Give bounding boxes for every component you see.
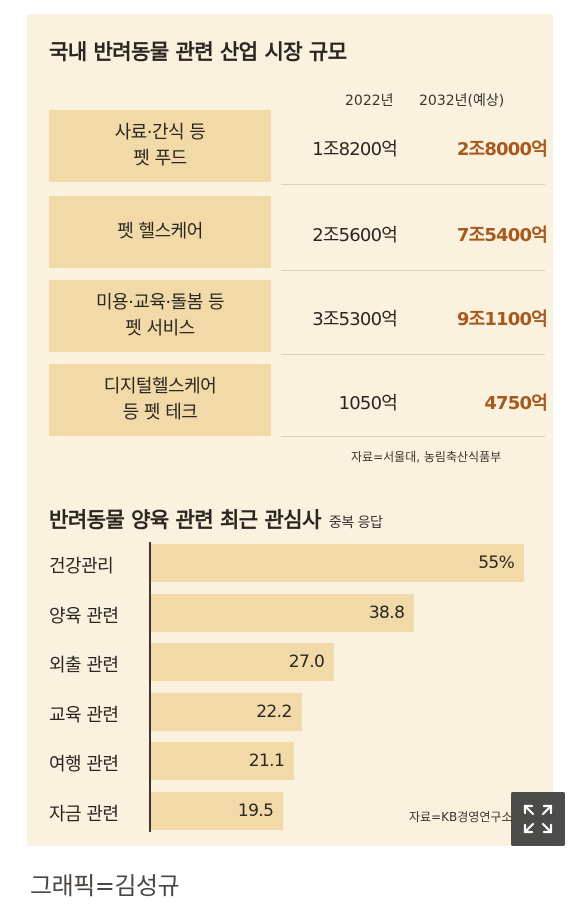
chart-axis-line [149, 542, 151, 832]
expand-button[interactable] [511, 792, 565, 846]
bar [151, 742, 295, 780]
bar [151, 643, 335, 681]
row-divider [281, 354, 545, 355]
bar-category-label: 외출 관련 [49, 655, 119, 676]
row-label-pet-service: 미용·교육·돌봄 등 펫 서비스 [49, 280, 271, 352]
row-label-pet-tech: 디지털헬스케어 등 펫 테크 [49, 364, 271, 436]
column-header-2022: 2022년 [345, 93, 394, 109]
bar-value-label: 27.0 [288, 652, 325, 672]
row-divider [281, 184, 545, 185]
row-label-pet-healthcare: 펫 헬스케어 [49, 196, 271, 268]
bar [151, 791, 284, 830]
bar [151, 593, 415, 632]
graphic-credit: 그래픽=김성규 [30, 872, 180, 900]
bar-value-label: 55% [478, 553, 515, 573]
bar-category-label: 양육 관련 [49, 605, 119, 627]
value-2032-pet-food: 2조8000억 [456, 139, 548, 160]
bar-value-label: 21.1 [248, 751, 285, 771]
bar [151, 692, 302, 731]
value-2032-pet-tech: 4750억 [484, 393, 547, 414]
value-2022-pet-tech: 1050억 [338, 393, 398, 414]
bar-value-label: 22.2 [256, 701, 292, 722]
bar-value-label: 19.5 [237, 800, 274, 821]
bar-category-label: 자금 관련 [49, 803, 119, 825]
value-2022-pet-service: 3조5300억 [312, 309, 398, 330]
bar-category-label: 여행 관련 [49, 754, 119, 775]
value-2022-pet-healthcare: 2조5600억 [312, 225, 398, 246]
infographic-card: 국내 반려동물 관련 산업 시장 규모 2022년 2032년(예상) 사료·간… [27, 14, 565, 846]
row-divider [281, 270, 545, 271]
chart-title-line: 반려동물 양육 관련 최근 관심사 중복 응답 [49, 504, 383, 534]
chart-source: 자료=KB경영연구소 [409, 810, 513, 824]
row-label-pet-food: 사료·간식 등 펫 푸드 [49, 110, 271, 182]
market-title: 국내 반려동물 관련 산업 시장 규모 [49, 40, 347, 64]
chart-title: 반려동물 양육 관련 최근 관심사 [49, 508, 321, 532]
market-source: 자료=서울대, 농림축산식품부 [351, 450, 502, 464]
row-divider [281, 436, 545, 437]
bar [151, 544, 525, 582]
bar-category-label: 건강관리 [49, 556, 114, 577]
value-2032-pet-service: 9조1100억 [456, 309, 548, 330]
bar-category-label: 교육 관련 [49, 704, 119, 726]
column-header-2032: 2032년(예상) [419, 93, 505, 109]
bar-chart: 건강관리 55% 양육 관련 38.8 외출 관련 27.0 교육 관련 22.2 여행 관련 2… [27, 14, 553, 846]
expand-icon [523, 804, 553, 834]
chart-subtitle: 중복 응답 [328, 515, 383, 531]
bar-value-label: 38.8 [368, 602, 405, 623]
value-2032-pet-healthcare: 7조5400억 [456, 225, 548, 246]
value-2022-pet-food: 1조8200억 [312, 139, 398, 160]
